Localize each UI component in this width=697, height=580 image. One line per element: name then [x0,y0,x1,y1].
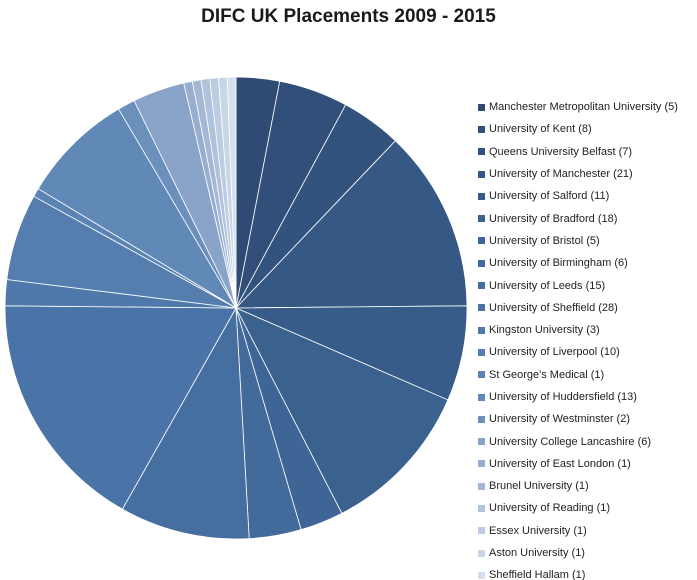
legend-swatch-5 [478,215,485,223]
legend-label-11: University of Liverpool (10) [489,346,620,359]
legend-entry-9: University of Sheffield (28) [478,297,693,319]
legend-swatch-14 [478,415,485,423]
legend-entry-19: Essex University (1) [478,520,693,542]
legend-swatch-4 [478,192,485,200]
legend-swatch-19 [478,527,485,535]
legend-label-6: University of Bristol (5) [489,234,600,247]
pie-slice-5 [235,307,449,514]
legend-label-7: University of Birmingham (6) [489,257,628,270]
chart-title: DIFC UK Placements 2009 - 2015 [201,6,496,27]
legend-swatch-9 [478,304,485,312]
legend-swatch-20 [478,549,485,557]
legend-swatch-18 [478,504,485,512]
legend-swatch-6 [478,237,485,245]
legend-entry-12: St George's Medical (1) [478,364,693,386]
legend-entry-7: University of Birmingham (6) [478,252,693,274]
legend-entry-21: Sheffield Hallam (1) [478,564,693,580]
legend-label-13: University of Huddersfield (13) [489,391,637,403]
legend-swatch-2 [478,148,485,156]
legend-label-2: Queens University Belfast (7) [489,145,633,158]
legend-label-14: University of Westminster (2) [489,413,630,426]
legend-entry-11: University of Liverpool (10) [478,341,693,363]
legend-label-10: Kingston University (3) [489,324,600,337]
legend-label-5: University of Bradford (18) [489,212,618,225]
legend-swatch-1 [478,125,485,133]
legend-entry-18: University of Reading (1) [478,497,693,519]
legend-swatch-10 [478,326,485,334]
legend-label-16: University of East London (1) [489,457,631,470]
legend-entry-15: University College Lancashire (6) [478,430,693,452]
legend-entry-4: University of Salford (11) [478,185,693,207]
legend-entry-17: Brunel University (1) [478,475,693,497]
legend-entry-5: University of Bradford (18) [478,207,693,229]
pie-slice-21 [226,76,237,309]
legend-label-3: University of Manchester (21) [489,168,633,181]
legend-swatch-21 [478,571,485,579]
legend-label-0: Manchester Metropolitan University (5) [489,101,678,114]
legend-swatch-7 [478,259,485,267]
legend-label-9: University of Sheffield (28) [489,301,618,314]
legend-swatch-3 [478,170,485,178]
legend-label-1: University of Kent (8) [489,123,592,136]
legend-entry-10: Kingston University (3) [478,319,693,341]
pie-slice-9 [4,305,237,510]
legend-entry-16: University of East London (1) [478,453,693,475]
legend-swatch-12 [478,371,485,379]
legend-swatch-0 [478,103,485,111]
legend-label-4: University of Salford (11) [489,190,610,203]
legend-swatch-16 [478,460,485,468]
legend-label-15: University College Lancashire (6) [489,435,652,448]
legend-swatch-8 [478,282,485,290]
pie-slice-3 [235,140,468,309]
legend-label-21: Sheffield Hallam (1) [489,569,586,580]
legend-entry-13: University of Huddersfield (13) [478,386,693,408]
legend-entry-1: University of Kent (8) [478,118,693,140]
pie-slice-13 [37,108,237,309]
pie-slice-8 [122,307,250,540]
chart-legend: Manchester Metropolitan University (5) Un… [478,96,693,580]
legend-swatch-15 [478,438,485,446]
legend-entry-2: Queens University Belfast (7) [478,141,693,163]
legend-label-18: University of Reading (1) [489,502,611,515]
legend-entry-14: University of Westminster (2) [478,408,693,430]
legend-label-8: University of Leeds (15) [489,279,606,292]
legend-swatch-17 [478,482,485,490]
legend-label-17: Brunel University (1) [489,480,589,493]
legend-swatch-13 [478,393,485,401]
legend-label-20: Aston University (1) [489,547,585,560]
legend-swatch-11 [478,348,485,356]
legend-entry-8: University of Leeds (15) [478,274,693,296]
legend-entry-6: University of Bristol (5) [478,230,693,252]
legend-entry-0: Manchester Metropolitan University (5) [478,96,693,118]
legend-entry-3: University of Manchester (21) [478,163,693,185]
legend-label-19: Essex University (1) [489,524,587,537]
legend-label-12: St George's Medical (1) [489,368,605,381]
legend-entry-20: Aston University (1) [478,542,693,564]
